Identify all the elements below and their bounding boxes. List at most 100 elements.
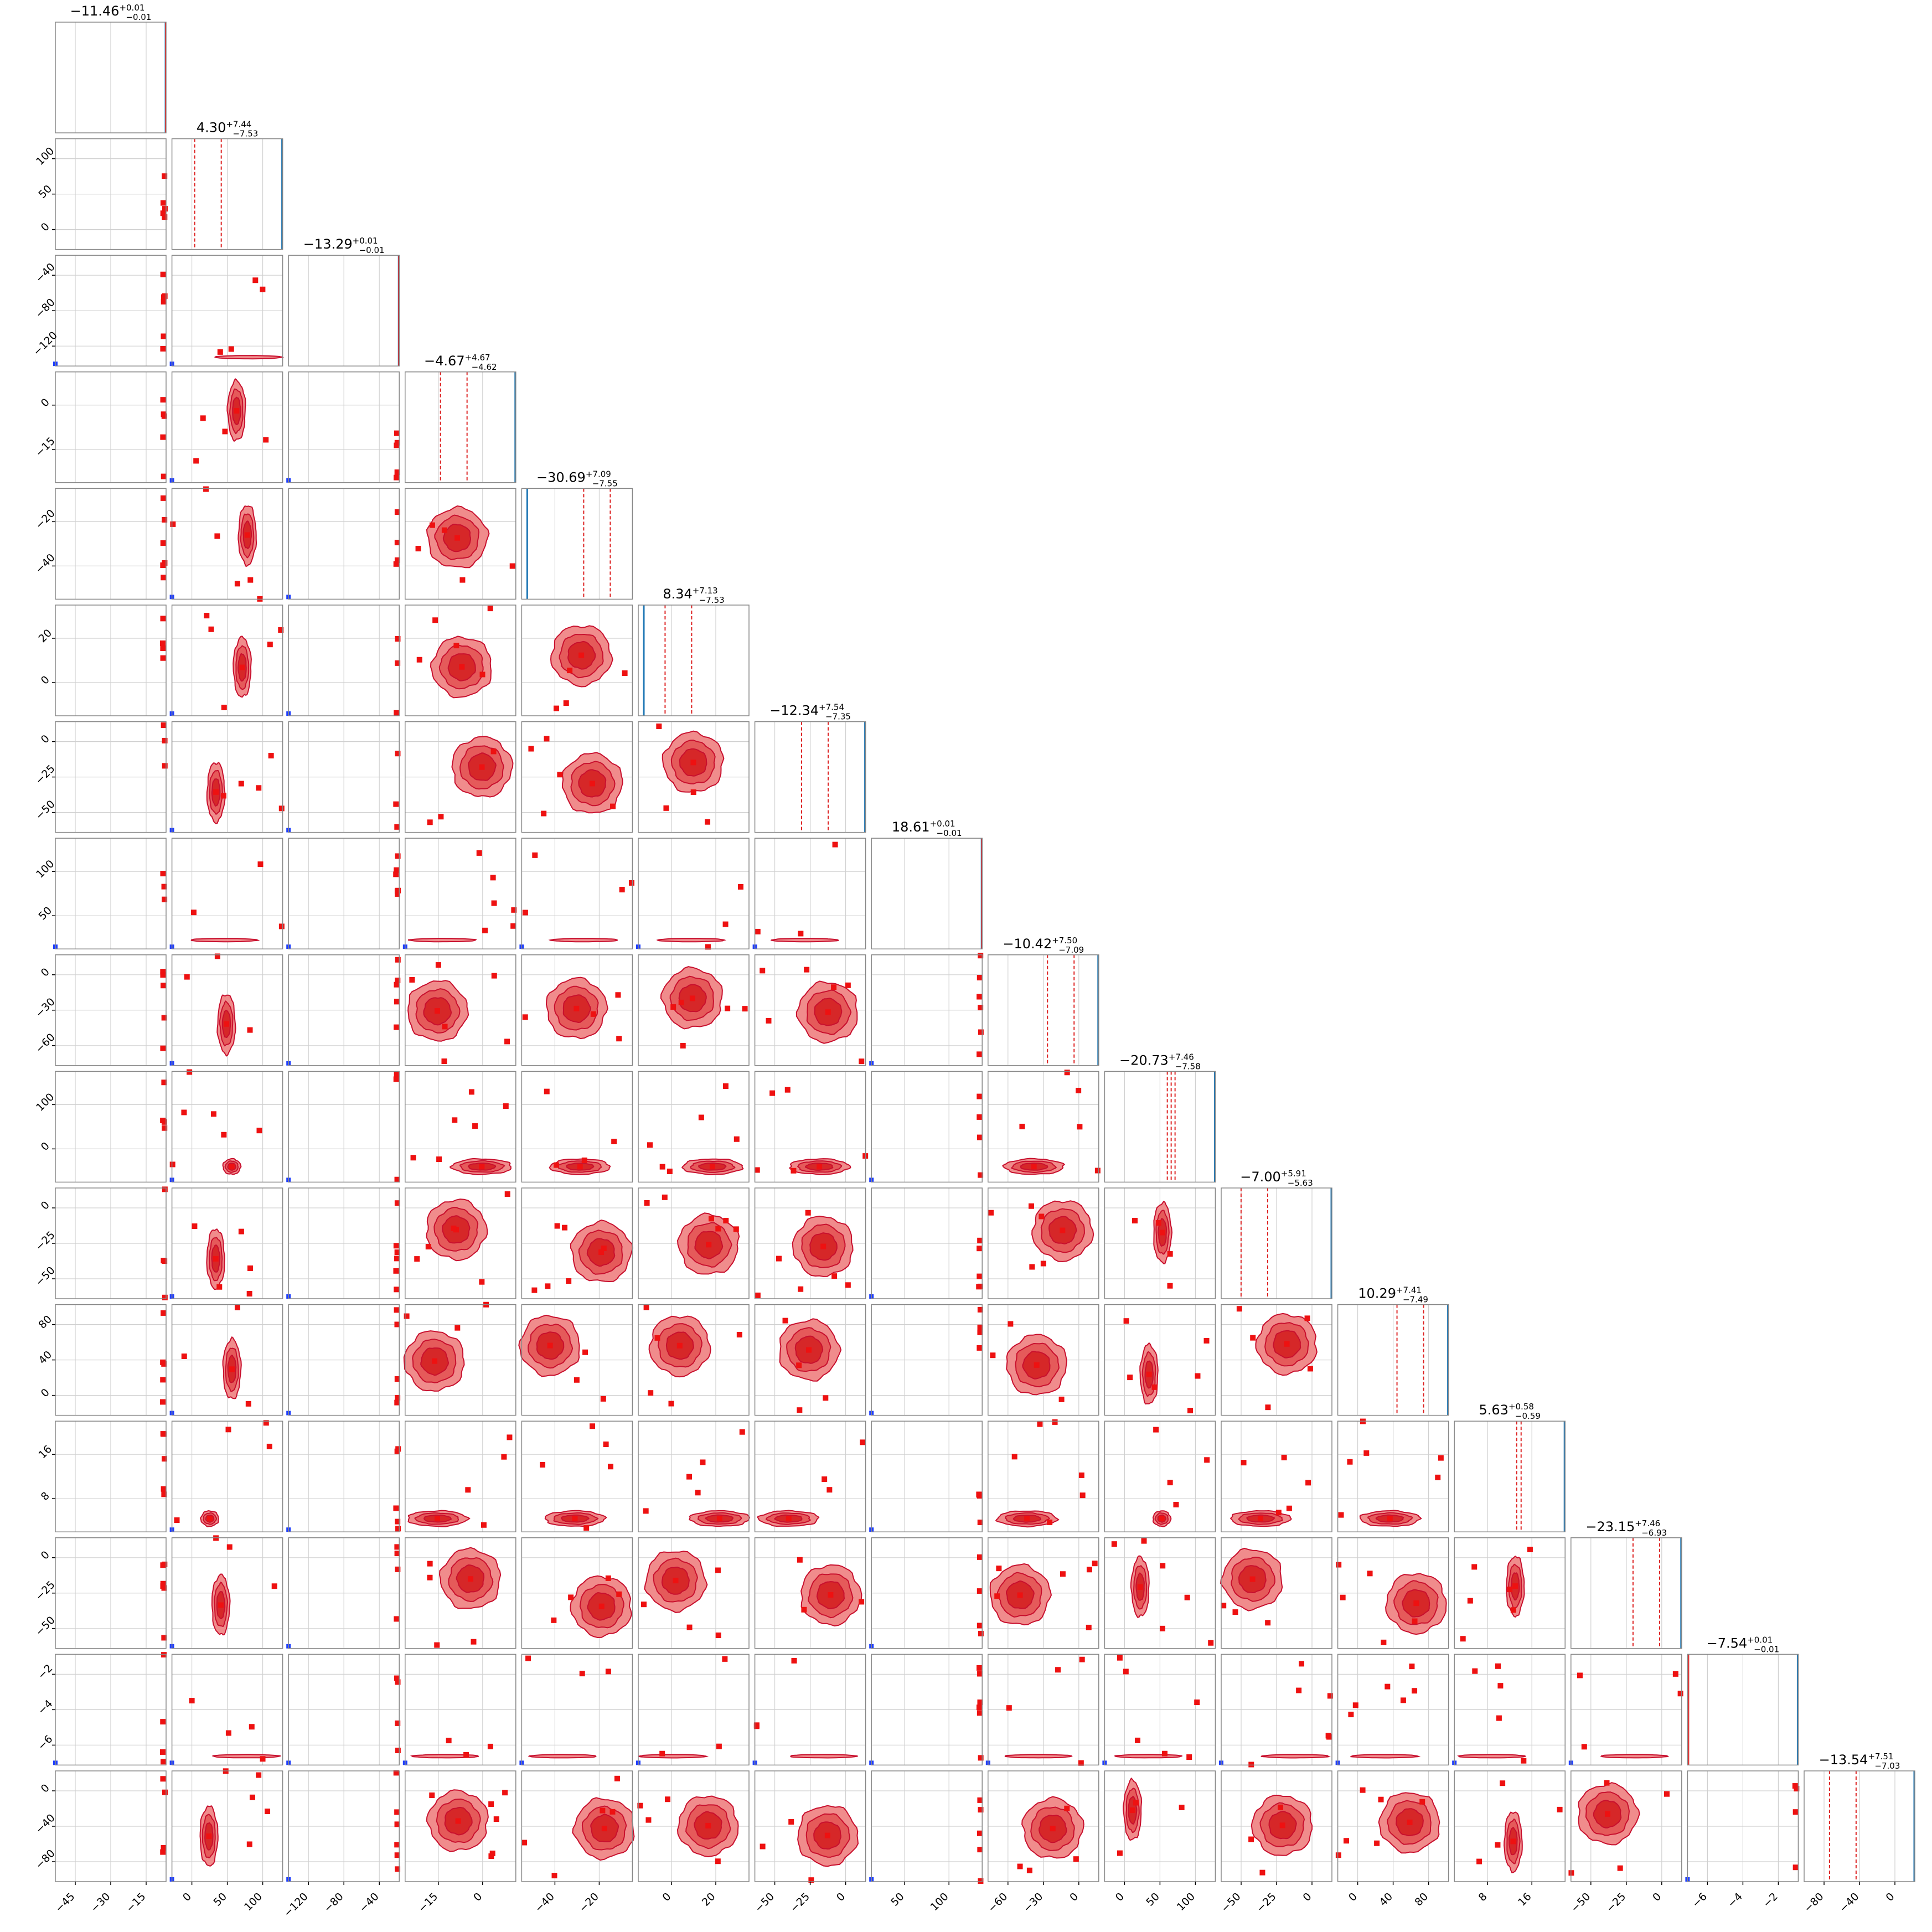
y-tick-label: −30 xyxy=(33,996,58,1020)
outlier-marker xyxy=(1194,1699,1200,1706)
panel-frame xyxy=(988,1420,1099,1532)
outlier-marker xyxy=(977,1324,983,1330)
outlier-marker xyxy=(976,1284,982,1290)
outlier-marker xyxy=(1348,1712,1354,1718)
median-marker xyxy=(817,1164,823,1170)
outlier-marker xyxy=(605,1575,611,1581)
median-marker xyxy=(676,1342,683,1349)
y-tick-label: 0 xyxy=(39,732,52,746)
median-marker xyxy=(598,1603,605,1609)
hist-panel-6-6: −12.34+7.54 −7.35 xyxy=(754,702,866,833)
outlier-marker xyxy=(210,1111,216,1117)
outlier-marker xyxy=(394,430,400,436)
contour-band xyxy=(1350,1754,1421,1759)
outlier-marker xyxy=(160,655,166,661)
outlier-marker xyxy=(1221,1603,1227,1609)
x-tick-label: −25 xyxy=(1254,1890,1279,1915)
x-tick-label: 40 xyxy=(1377,1890,1395,1909)
outlier-marker xyxy=(1167,1283,1173,1289)
pair-panel-15-10: −50 −25 0 xyxy=(1219,1770,1332,1915)
outlier-marker xyxy=(647,1142,653,1148)
outlier-marker xyxy=(551,1873,557,1879)
median-marker xyxy=(479,1164,485,1170)
outlier-marker xyxy=(1577,1672,1583,1678)
panel-frame xyxy=(288,954,400,1066)
pair-panel-8-7 xyxy=(869,953,984,1066)
outlier-marker xyxy=(434,1642,440,1648)
outlier-marker xyxy=(1259,1869,1265,1876)
outlier-marker xyxy=(226,1544,233,1550)
outlier-marker xyxy=(429,522,435,528)
x-tick-label: 50 xyxy=(211,1890,229,1909)
outlier-marker xyxy=(266,1443,272,1449)
outlier-marker xyxy=(427,819,433,825)
outlier-marker xyxy=(665,1796,671,1802)
median-marker xyxy=(1060,1227,1066,1233)
outlier-marker xyxy=(610,803,616,809)
outlier-marker xyxy=(1076,1087,1082,1093)
x-tick-label: −50 xyxy=(752,1890,777,1915)
panel-frame xyxy=(871,1071,983,1183)
contour-band xyxy=(548,938,618,943)
pair-panel-10-0: 0 −25 −50 xyxy=(33,1186,168,1300)
outlier-marker xyxy=(1472,1668,1478,1674)
outlier-marker xyxy=(541,810,547,817)
outlier-marker xyxy=(1141,1538,1147,1544)
outlier-marker xyxy=(600,1807,606,1814)
pair-panel-10-2 xyxy=(286,1187,400,1299)
x-tick-label: 100 xyxy=(928,1890,951,1913)
outlier-marker xyxy=(637,1802,643,1809)
outlier-marker xyxy=(977,1306,983,1313)
outlier-marker xyxy=(1019,1123,1025,1129)
x-tick-label: −15 xyxy=(416,1890,440,1915)
outlier-marker xyxy=(1557,1806,1563,1812)
outlier-marker xyxy=(659,1750,665,1757)
contour-band xyxy=(410,1754,479,1759)
outlier-marker xyxy=(1155,1220,1161,1226)
outlier-marker xyxy=(451,1225,457,1231)
panel-frame xyxy=(754,1537,866,1649)
outlier-marker xyxy=(826,1487,833,1493)
panel-title-14: −7.54+0.01 −0.01 xyxy=(1707,1635,1779,1654)
outlier-marker xyxy=(265,1809,271,1815)
outlier-marker xyxy=(161,1585,167,1591)
panel-frame xyxy=(1337,1654,1449,1766)
median-marker xyxy=(1024,1516,1030,1522)
outlier-marker xyxy=(187,1069,193,1075)
panel-frame xyxy=(171,1420,283,1532)
hist-panel-11-11: 10.29+7.41 −7.49 xyxy=(1337,1285,1449,1416)
hist-panel-10-10: −7.00+5.91 −5.63 xyxy=(1221,1169,1332,1299)
x-tick-label: −30 xyxy=(1021,1890,1045,1915)
pair-panel-15-14: −6 −4 −2 xyxy=(1685,1770,1800,1910)
outlier-marker xyxy=(1381,1639,1387,1645)
outlier-marker xyxy=(522,1014,528,1020)
outlier-marker xyxy=(977,1246,983,1252)
outlier-marker xyxy=(1360,1787,1366,1793)
x-tick-label: 0 xyxy=(1300,1890,1314,1904)
panel-frame xyxy=(405,605,516,716)
panel-frame xyxy=(1337,1304,1449,1416)
outlier-marker xyxy=(1248,1761,1254,1768)
outlier-marker xyxy=(782,1318,788,1324)
outlier-marker xyxy=(510,923,516,929)
outlier-marker xyxy=(160,434,166,440)
outlier-marker xyxy=(161,1491,167,1497)
outlier-marker xyxy=(394,1616,400,1622)
outlier-marker xyxy=(221,704,227,710)
outlier-marker xyxy=(845,1282,851,1288)
panel-frame xyxy=(171,1304,283,1416)
outlier-marker xyxy=(654,1335,660,1341)
pair-panel-14-12 xyxy=(1452,1654,1566,1766)
outlier-marker xyxy=(1510,1607,1516,1613)
outlier-marker xyxy=(247,1265,253,1271)
pair-panel-12-11 xyxy=(1337,1418,1449,1532)
contour-band xyxy=(1457,1754,1526,1759)
outlier-marker xyxy=(393,1268,399,1274)
outlier-marker xyxy=(472,1123,478,1129)
outlier-marker xyxy=(977,1671,983,1677)
outlier-marker xyxy=(1500,1780,1506,1786)
outlier-marker xyxy=(722,921,729,927)
median-marker xyxy=(1284,1341,1290,1347)
outlier-marker xyxy=(488,1853,494,1859)
outlier-marker xyxy=(1179,1805,1185,1811)
